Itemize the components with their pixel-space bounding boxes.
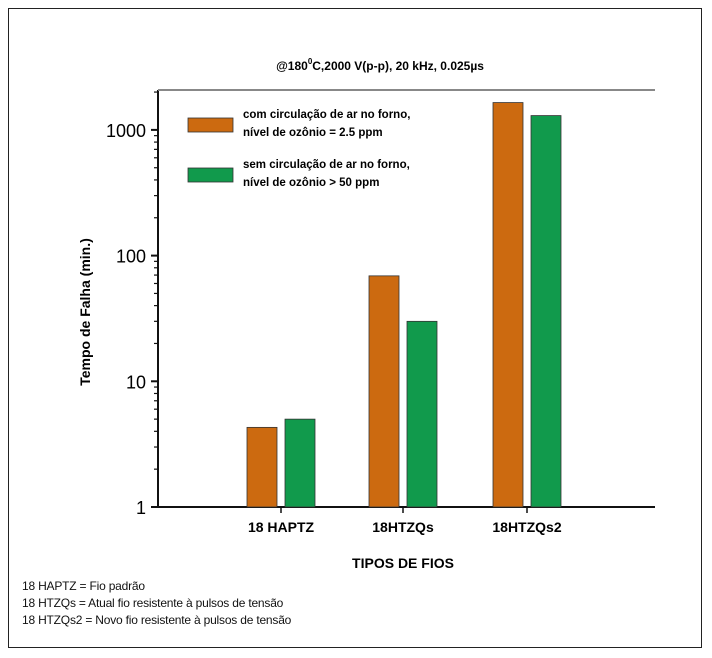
y-axis-label: Tempo de Falha (min.) <box>77 238 93 386</box>
bar-com-circulacao <box>492 102 524 508</box>
footnote-htzqs: 18 HTZQs = Atual fio resistente à pulsos… <box>22 596 284 610</box>
legend-label: nível de ozônio = 2.5 ppm <box>243 127 383 139</box>
legend-swatch <box>187 117 234 133</box>
x-tick-label: 18HTZQs <box>372 519 434 535</box>
bars <box>246 102 562 508</box>
bar-com-circulacao <box>368 275 400 508</box>
x-axis-label: TIPOS DE FIOS <box>352 555 454 571</box>
y-tick-label: 1000 <box>106 121 146 141</box>
chart-title: @1800C,2000 V(p-p), 20 kHz, 0.025µs <box>276 57 484 73</box>
footnotes: 18 HAPTZ = Fio padrão 18 HTZQs = Atual f… <box>22 578 291 629</box>
footnote-haptz: 18 HAPTZ = Fio padrão <box>22 579 145 593</box>
figure-frame <box>8 8 702 648</box>
legend: com circulação de ar no forno, nível de o… <box>187 109 410 189</box>
y-tick-label: 1 <box>136 498 146 518</box>
x-tick-label: 18 HAPTZ <box>248 519 315 535</box>
bar-sem-circulacao <box>284 418 316 508</box>
legend-label: nível de ozônio > 50 ppm <box>243 177 379 189</box>
x-tick-label: 18HTZQs2 <box>492 519 561 535</box>
bar-com-circulacao <box>246 426 278 508</box>
footnote-htzqs2: 18 HTZQs2 = Novo fio resistente à pulsos… <box>22 613 292 627</box>
axes: 1 10 100 1000 18 HAPTZ 18HTZQs 18HTZQs2 <box>106 89 655 535</box>
bar-sem-circulacao <box>530 115 562 508</box>
y-tick-label: 10 <box>126 372 146 392</box>
bar-sem-circulacao <box>406 320 438 508</box>
legend-swatch <box>187 167 234 183</box>
legend-label: sem circulação de ar no forno, <box>243 159 410 171</box>
y-tick-label: 100 <box>116 247 146 267</box>
legend-label: com circulação de ar no forno, <box>243 109 410 121</box>
